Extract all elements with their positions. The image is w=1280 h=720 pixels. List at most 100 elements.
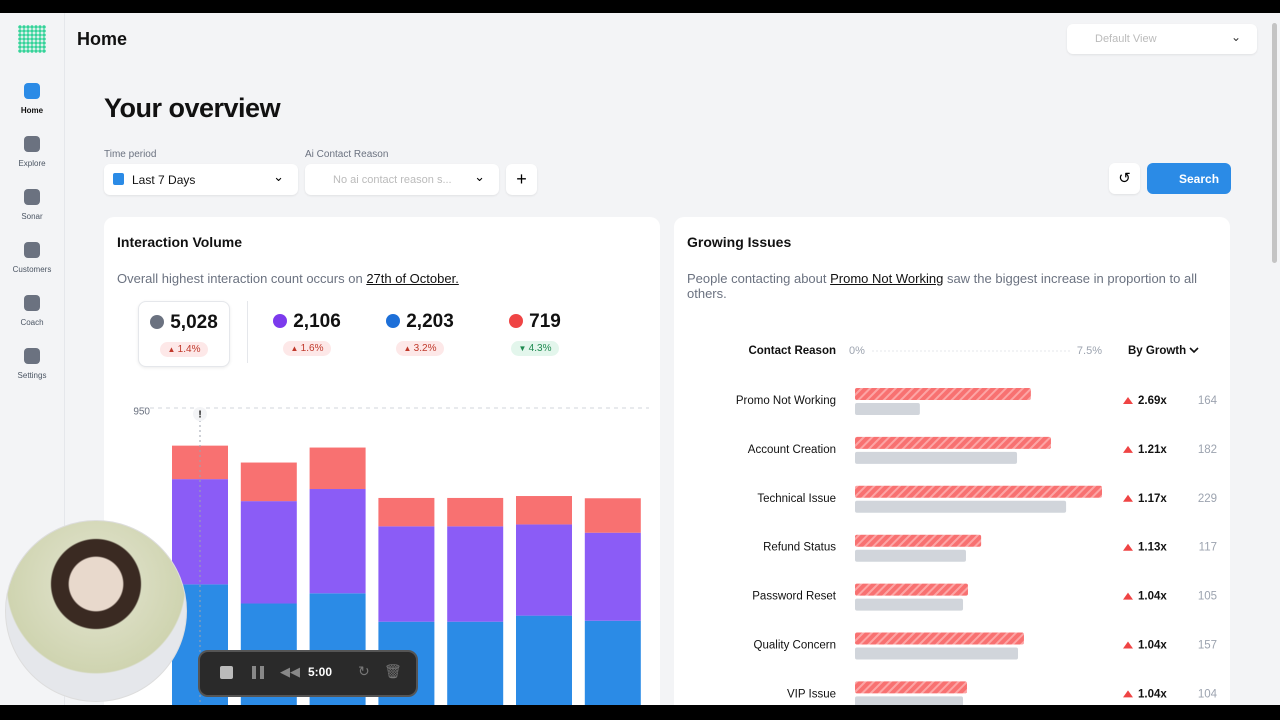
nav-item[interactable]: Home [0, 83, 64, 115]
stat-change: ▼ 4.3% [510, 341, 560, 356]
bar [855, 403, 920, 415]
stat-change: ▲ 1.6% [282, 341, 332, 356]
overview-title: Your overview [104, 93, 281, 123]
sort-chevron [1189, 347, 1199, 354]
stat-card[interactable]: 719 ▼ 4.3% [490, 301, 580, 365]
bar-segment [378, 497, 435, 527]
bar [855, 451, 1018, 464]
card-title: Growing Issues [687, 234, 792, 250]
bar-segment [516, 615, 572, 705]
header-title: Home [77, 29, 128, 49]
restart-button[interactable]: ↻ [358, 663, 370, 679]
count-label: 182 [1198, 444, 1217, 456]
search-button[interactable]: Search [1147, 163, 1231, 194]
stat-icon [150, 315, 165, 329]
logo[interactable] [18, 25, 46, 53]
bar [855, 632, 1024, 645]
nav-label: Explore [18, 159, 46, 168]
rewind-button[interactable]: ◀◀ [280, 664, 300, 679]
count-label: 164 [1198, 395, 1218, 407]
annotation-marker [193, 407, 207, 421]
card-summary: People contacting about Promo Not Workin… [687, 271, 1217, 301]
reset-button[interactable]: ↺ [1109, 163, 1140, 194]
category-label: Promo Not Working [736, 395, 836, 407]
category-label: Refund Status [763, 542, 836, 554]
growth-label: 1.13x [1138, 542, 1167, 554]
contact-reason-placeholder: No ai contact reason s... [333, 174, 452, 186]
y-tick-label: 950 [133, 407, 150, 418]
bar-segment [240, 501, 297, 604]
stat-change-text: 1.6% [300, 343, 324, 354]
card-title: Interaction Volume [117, 234, 242, 250]
growth-label: 1.17x [1138, 493, 1167, 505]
summary-text: saw the biggest increase in proportion t… [687, 271, 1197, 301]
view-selector[interactable]: Default View ⌄ [1067, 24, 1257, 54]
recording-timer: 5:00 [308, 665, 333, 679]
stat-card[interactable]: 2,106 ▲ 1.6% [262, 301, 352, 365]
nav-item[interactable]: Settings [0, 348, 64, 380]
growth-label: 1.04x [1138, 688, 1167, 700]
x-tick-label: 7.5% [1077, 345, 1102, 357]
card-summary: Overall highest interaction count occurs… [117, 271, 459, 286]
pause-button[interactable] [252, 666, 264, 679]
trend-arrow [1123, 690, 1133, 698]
chevron: ⌄ [474, 169, 485, 184]
category-label: Quality Concern [754, 640, 836, 652]
contact-reason-select[interactable]: No ai contact reason s... ⌄ [305, 164, 499, 195]
add-filter-button[interactable]: + [506, 164, 537, 195]
stat-number: 2,106 [293, 311, 341, 332]
bar-segment [309, 489, 366, 594]
stat-icon [509, 314, 524, 328]
scrollbar[interactable] [1272, 23, 1277, 263]
calendar-icon [113, 173, 124, 185]
trend-arrow [1123, 494, 1133, 502]
stat-change: ▲ 3.2% [395, 341, 445, 356]
bar [855, 681, 967, 694]
category-label: Technical Issue [757, 493, 836, 505]
nav-item[interactable]: Coach [0, 295, 64, 327]
category-label: Password Reset [752, 591, 837, 603]
summary-text: People contacting about [687, 271, 827, 286]
stat-value: 2,106 [262, 311, 352, 333]
divider [247, 301, 248, 363]
bar-segment [240, 462, 297, 502]
summary-highlight[interactable]: 27th of October. [366, 271, 459, 286]
nav-item[interactable]: Sonar [0, 189, 64, 221]
summary-highlight[interactable]: Promo Not Working [830, 271, 944, 286]
bar-segment [584, 620, 641, 705]
count-label: 104 [1198, 688, 1218, 700]
bar [855, 436, 1051, 449]
recording-controls[interactable]: ◀◀ 5:00 ↻ 🗑 [198, 650, 418, 697]
nav-label: Home [20, 106, 44, 115]
sort-selector[interactable]: By Growth [1128, 345, 1186, 357]
stat-number: 5,028 [170, 312, 218, 333]
app: Home Explore Sonar Customers Coach Settings H… [0, 13, 1280, 705]
count-label: 105 [1198, 591, 1217, 603]
stop-button[interactable] [220, 666, 233, 679]
nav-item[interactable]: Explore [0, 136, 64, 168]
trend-arrow: ▼ [518, 344, 529, 353]
trend-arrow [1123, 543, 1133, 551]
stat-number: 2,203 [406, 311, 454, 332]
bar-segment [584, 498, 641, 533]
trend-arrow: ▲ [403, 344, 414, 353]
stat-card[interactable]: 2,203 ▲ 3.2% [375, 301, 465, 365]
bar [855, 583, 968, 596]
nav-icon [24, 189, 40, 205]
bar-segment [516, 496, 572, 525]
growth-label: 2.69x [1138, 395, 1167, 407]
view-selector-text: Default View [1095, 33, 1157, 45]
stat-card[interactable]: 5,028 ▲ 1.4% [138, 301, 230, 367]
nav-icon [24, 242, 40, 258]
trend-arrow [1123, 641, 1133, 649]
delete-button[interactable]: 🗑 [384, 663, 402, 679]
time-period-select[interactable]: Last 7 Days ⌄ [104, 164, 298, 195]
nav-label: Coach [20, 318, 44, 327]
growth-label: 1.04x [1138, 591, 1167, 603]
trend-arrow [1123, 592, 1133, 600]
bar [855, 647, 1019, 660]
stat-change-text: 3.2% [413, 343, 437, 354]
nav-item[interactable]: Customers [0, 242, 64, 274]
bar-segment [516, 524, 572, 616]
